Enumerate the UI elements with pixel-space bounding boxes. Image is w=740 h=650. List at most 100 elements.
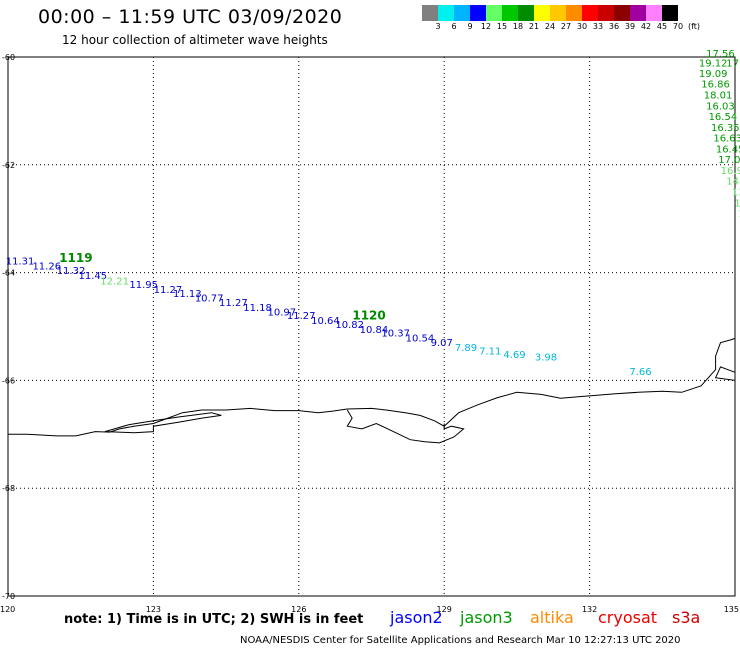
coastline bbox=[8, 337, 736, 437]
wave-height-label: 13. bbox=[734, 198, 740, 209]
wave-height-label: 10.84 bbox=[360, 325, 389, 336]
wave-height-label: 3.98 bbox=[535, 352, 557, 363]
wave-height-label: 10.77 bbox=[195, 294, 224, 305]
color-swatch bbox=[534, 5, 550, 21]
wave-height-label: 17.56 bbox=[706, 49, 735, 60]
wave-height-label: 11.45 bbox=[78, 271, 107, 282]
lat-tick-label: -60 bbox=[2, 53, 15, 62]
wave-height-label: 16.90 bbox=[721, 166, 740, 177]
legend-item-jason2: jason2 bbox=[390, 608, 443, 627]
wave-height-label: 7.66 bbox=[629, 367, 651, 378]
lon-tick-label: 126 bbox=[291, 605, 306, 614]
legend-item-jason3: jason3 bbox=[460, 608, 513, 627]
wave-height-label: 16.86 bbox=[701, 80, 730, 91]
color-scale-label: 42 bbox=[640, 22, 652, 31]
coastline bbox=[104, 412, 222, 434]
wave-height-label: 16.45 bbox=[716, 144, 740, 155]
color-scale-label: 3 bbox=[435, 22, 441, 31]
wave-height-label: 11.13 bbox=[173, 289, 202, 300]
color-scale-label: 15 bbox=[496, 22, 508, 31]
wave-height-label: 10.97 bbox=[268, 308, 297, 319]
lat-tick-label: -66 bbox=[2, 376, 15, 385]
lon-tick-label: 132 bbox=[582, 605, 597, 614]
wave-height-label: 17.4 bbox=[726, 59, 740, 70]
wave-height-label: 10.82 bbox=[335, 320, 364, 331]
wave-height-label: 11.27 bbox=[154, 285, 183, 296]
wave-height-label: 17.09 bbox=[718, 155, 740, 166]
wave-height-label: 4.69 bbox=[503, 350, 525, 361]
lon-tick-label: 129 bbox=[437, 605, 452, 614]
wave-height-label: 13. bbox=[732, 188, 740, 199]
wave-height-label: 10.64 bbox=[311, 316, 340, 327]
color-scale-label: 36 bbox=[608, 22, 620, 31]
map-frame bbox=[7, 56, 736, 597]
color-swatch bbox=[438, 5, 454, 21]
color-scale-labels: 3 6 9 12 15 18 21 24 27 30 33 36 39 42 45 70 (ft) bbox=[422, 22, 702, 31]
wave-height-label: 16.03 bbox=[706, 101, 735, 112]
color-scale-label: 24 bbox=[544, 22, 556, 31]
color-swatch bbox=[486, 5, 502, 21]
color-scale-label: 30 bbox=[576, 22, 588, 31]
lon-tick-label: 120 bbox=[0, 605, 15, 614]
color-swatch bbox=[502, 5, 518, 21]
lon-tick-label: 135 bbox=[724, 605, 739, 614]
wave-height-label: 19.09 bbox=[699, 69, 728, 80]
wave-height-label: 19.12 bbox=[699, 59, 728, 70]
color-scale-label: 21 bbox=[528, 22, 540, 31]
color-scale-label: 45 bbox=[656, 22, 668, 31]
color-scale-label: 18 bbox=[512, 22, 524, 31]
color-swatch bbox=[614, 5, 630, 21]
color-swatch bbox=[582, 5, 598, 21]
legend-item-altika: altika bbox=[530, 608, 574, 627]
wave-height-label: 16.54 bbox=[709, 112, 738, 123]
color-swatch bbox=[454, 5, 470, 21]
pass-time-label: 1120 bbox=[352, 308, 385, 322]
wave-height-label: 7.89 bbox=[455, 343, 477, 354]
color-swatch bbox=[470, 5, 486, 21]
color-scale-label: 33 bbox=[592, 22, 604, 31]
wave-height-label: 11.27 bbox=[287, 311, 316, 322]
color-scale-label: 12 bbox=[480, 22, 492, 31]
units-note: note: 1) Time is in UTC; 2) SWH is in fe… bbox=[64, 612, 364, 627]
wave-height-label: 12.21 bbox=[100, 276, 129, 287]
legend-item-s3a: s3a bbox=[672, 608, 701, 627]
color-swatch bbox=[598, 5, 614, 21]
color-scale-label: 70 bbox=[672, 22, 684, 31]
wave-height-label: 7.11 bbox=[479, 347, 501, 358]
wave-height-label: 14.3 bbox=[726, 177, 740, 188]
color-scale-bar bbox=[422, 5, 678, 21]
color-swatch bbox=[422, 5, 438, 21]
coastline bbox=[714, 366, 736, 381]
wave-height-label: 11.27 bbox=[219, 298, 248, 309]
map-subtitle: 12 hour collection of altimeter wave hei… bbox=[62, 33, 328, 47]
coastline bbox=[346, 409, 465, 444]
lat-tick-label: -68 bbox=[2, 484, 15, 493]
color-swatch bbox=[646, 5, 662, 21]
wave-height-label: 10.54 bbox=[406, 334, 435, 345]
footer-credit: NOAA/NESDIS Center for Satellite Applica… bbox=[240, 635, 681, 646]
color-scale-label: 6 bbox=[451, 22, 457, 31]
color-swatch bbox=[630, 5, 646, 21]
color-swatch bbox=[550, 5, 566, 21]
color-scale-label: 39 bbox=[624, 22, 636, 31]
lat-tick-label: -70 bbox=[2, 592, 15, 601]
wave-height-label: 13 bbox=[738, 209, 740, 220]
wave-height-label: 11.32 bbox=[57, 266, 86, 277]
lat-tick-label: -64 bbox=[2, 269, 15, 278]
color-scale-label: (ft) bbox=[687, 22, 701, 31]
lat-tick-label: -62 bbox=[2, 161, 15, 170]
color-swatch bbox=[518, 5, 534, 21]
legend-item-cryosat: cryosat bbox=[598, 608, 658, 627]
map-title: 00:00 – 11:59 UTC 03/09/2020 bbox=[38, 6, 343, 28]
wave-height-label: 11.31 bbox=[6, 257, 35, 268]
lon-tick-label: 123 bbox=[146, 605, 161, 614]
wave-height-label: 16.35 bbox=[711, 123, 740, 134]
wave-height-label: 10.37 bbox=[381, 329, 410, 340]
pass-time-label: 1119 bbox=[59, 251, 92, 265]
color-swatch bbox=[566, 5, 582, 21]
wave-height-label: 9.07 bbox=[431, 338, 453, 349]
wave-height-label: 11.18 bbox=[243, 303, 272, 314]
wave-height-label: 18.01 bbox=[704, 91, 733, 102]
wave-height-label: 16.63 bbox=[713, 134, 740, 145]
